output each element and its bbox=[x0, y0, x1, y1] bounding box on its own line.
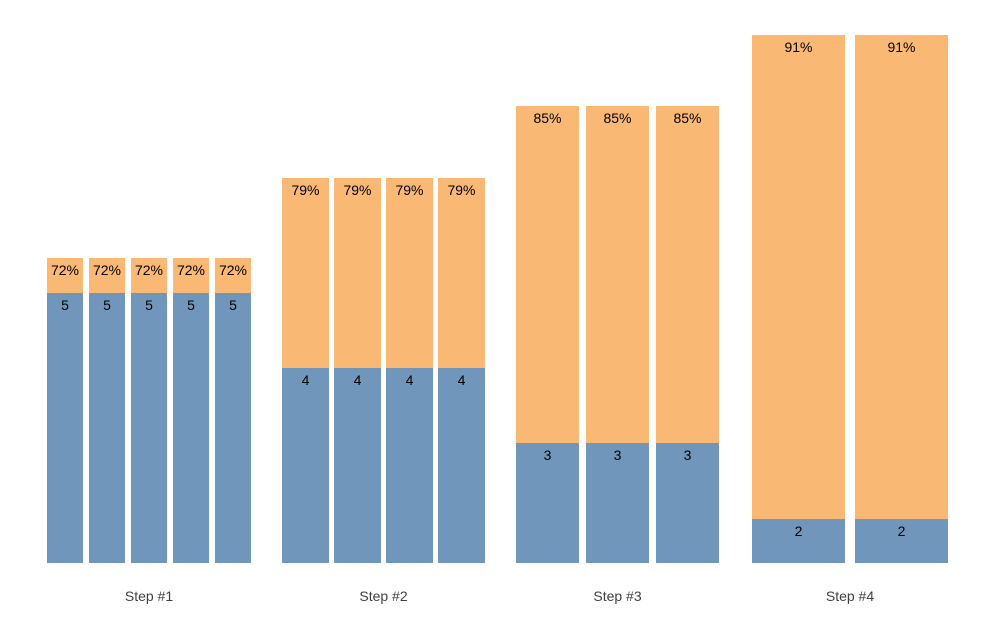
bar-segment-top: 72% bbox=[47, 258, 83, 293]
bar-segment-bottom: 5 bbox=[89, 293, 125, 563]
bar-segment-top: 85% bbox=[656, 106, 719, 443]
count-label: 3 bbox=[613, 447, 622, 463]
count-label: 3 bbox=[683, 447, 692, 463]
bar-segment-top: 79% bbox=[386, 178, 433, 368]
bar-segment-bottom: 5 bbox=[47, 293, 83, 563]
bar-segment-top: 72% bbox=[131, 258, 167, 293]
funnel-bar: 91% 2 bbox=[855, 35, 948, 563]
bar-segment-bottom: 5 bbox=[215, 293, 251, 563]
bar-segment-top: 91% bbox=[855, 35, 948, 519]
percent-label: 72% bbox=[176, 262, 206, 278]
percent-label: 72% bbox=[50, 262, 80, 278]
count-label: 4 bbox=[301, 372, 310, 388]
bar-segment-bottom: 2 bbox=[752, 519, 845, 563]
bar-segment-bottom: 3 bbox=[586, 443, 649, 563]
bar-segment-bottom: 3 bbox=[656, 443, 719, 563]
count-label: 2 bbox=[794, 523, 803, 539]
percent-label: 72% bbox=[134, 262, 164, 278]
percent-label: 79% bbox=[343, 182, 372, 198]
count-label: 5 bbox=[187, 297, 195, 313]
bar-segment-top: 79% bbox=[438, 178, 485, 368]
count-label: 4 bbox=[457, 372, 466, 388]
percent-label: 72% bbox=[218, 262, 248, 278]
count-label: 3 bbox=[543, 447, 552, 463]
bar-segment-bottom: 4 bbox=[282, 368, 329, 563]
funnel-bar: 85% 3 bbox=[656, 106, 719, 563]
count-label: 4 bbox=[353, 372, 362, 388]
count-label: 5 bbox=[61, 297, 69, 313]
bar-segment-top: 85% bbox=[586, 106, 649, 443]
funnel-bar: 91% 2 bbox=[752, 35, 845, 563]
bar-segment-top: 79% bbox=[334, 178, 381, 368]
percent-label: 79% bbox=[395, 182, 424, 198]
bar-segment-bottom: 5 bbox=[173, 293, 209, 563]
count-label: 2 bbox=[897, 523, 906, 539]
funnel-bar: 72% 5 bbox=[215, 258, 251, 563]
percent-label: 85% bbox=[533, 110, 562, 126]
percent-label: 85% bbox=[673, 110, 702, 126]
bar-segment-top: 72% bbox=[89, 258, 125, 293]
count-label: 5 bbox=[145, 297, 153, 313]
percent-label: 79% bbox=[291, 182, 320, 198]
funnel-bar: 85% 3 bbox=[516, 106, 579, 563]
bar-segment-top: 72% bbox=[173, 258, 209, 293]
funnel-bar: 72% 5 bbox=[173, 258, 209, 563]
percent-label: 79% bbox=[447, 182, 476, 198]
count-label: 4 bbox=[405, 372, 414, 388]
percent-label: 72% bbox=[92, 262, 122, 278]
bar-segment-top: 85% bbox=[516, 106, 579, 443]
bar-segment-top: 91% bbox=[752, 35, 845, 519]
bar-segment-top: 72% bbox=[215, 258, 251, 293]
bar-segment-bottom: 4 bbox=[334, 368, 381, 563]
percent-label: 91% bbox=[784, 39, 813, 55]
percent-label: 91% bbox=[887, 39, 916, 55]
step-axis-label: Step #4 bbox=[825, 588, 875, 604]
step-axis-label: Step #1 bbox=[124, 588, 174, 604]
funnel-bar: 79% 4 bbox=[386, 178, 433, 563]
funnel-bar: 79% 4 bbox=[334, 178, 381, 563]
percent-label: 85% bbox=[603, 110, 632, 126]
count-label: 5 bbox=[229, 297, 237, 313]
funnel-bar: 72% 5 bbox=[131, 258, 167, 563]
bar-segment-bottom: 2 bbox=[855, 519, 948, 563]
count-label: 5 bbox=[103, 297, 111, 313]
bar-segment-top: 79% bbox=[282, 178, 329, 368]
funnel-bar: 79% 4 bbox=[282, 178, 329, 563]
bar-segment-bottom: 5 bbox=[131, 293, 167, 563]
bar-segment-bottom: 4 bbox=[438, 368, 485, 563]
funnel-bar: 72% 5 bbox=[89, 258, 125, 563]
bar-segment-bottom: 3 bbox=[516, 443, 579, 563]
bar-segment-bottom: 4 bbox=[386, 368, 433, 563]
funnel-bar: 79% 4 bbox=[438, 178, 485, 563]
funnel-bar: 85% 3 bbox=[586, 106, 649, 563]
step-axis-label: Step #3 bbox=[593, 588, 642, 604]
funnel-bar: 72% 5 bbox=[47, 258, 83, 563]
step-axis-label: Step #2 bbox=[359, 588, 408, 604]
